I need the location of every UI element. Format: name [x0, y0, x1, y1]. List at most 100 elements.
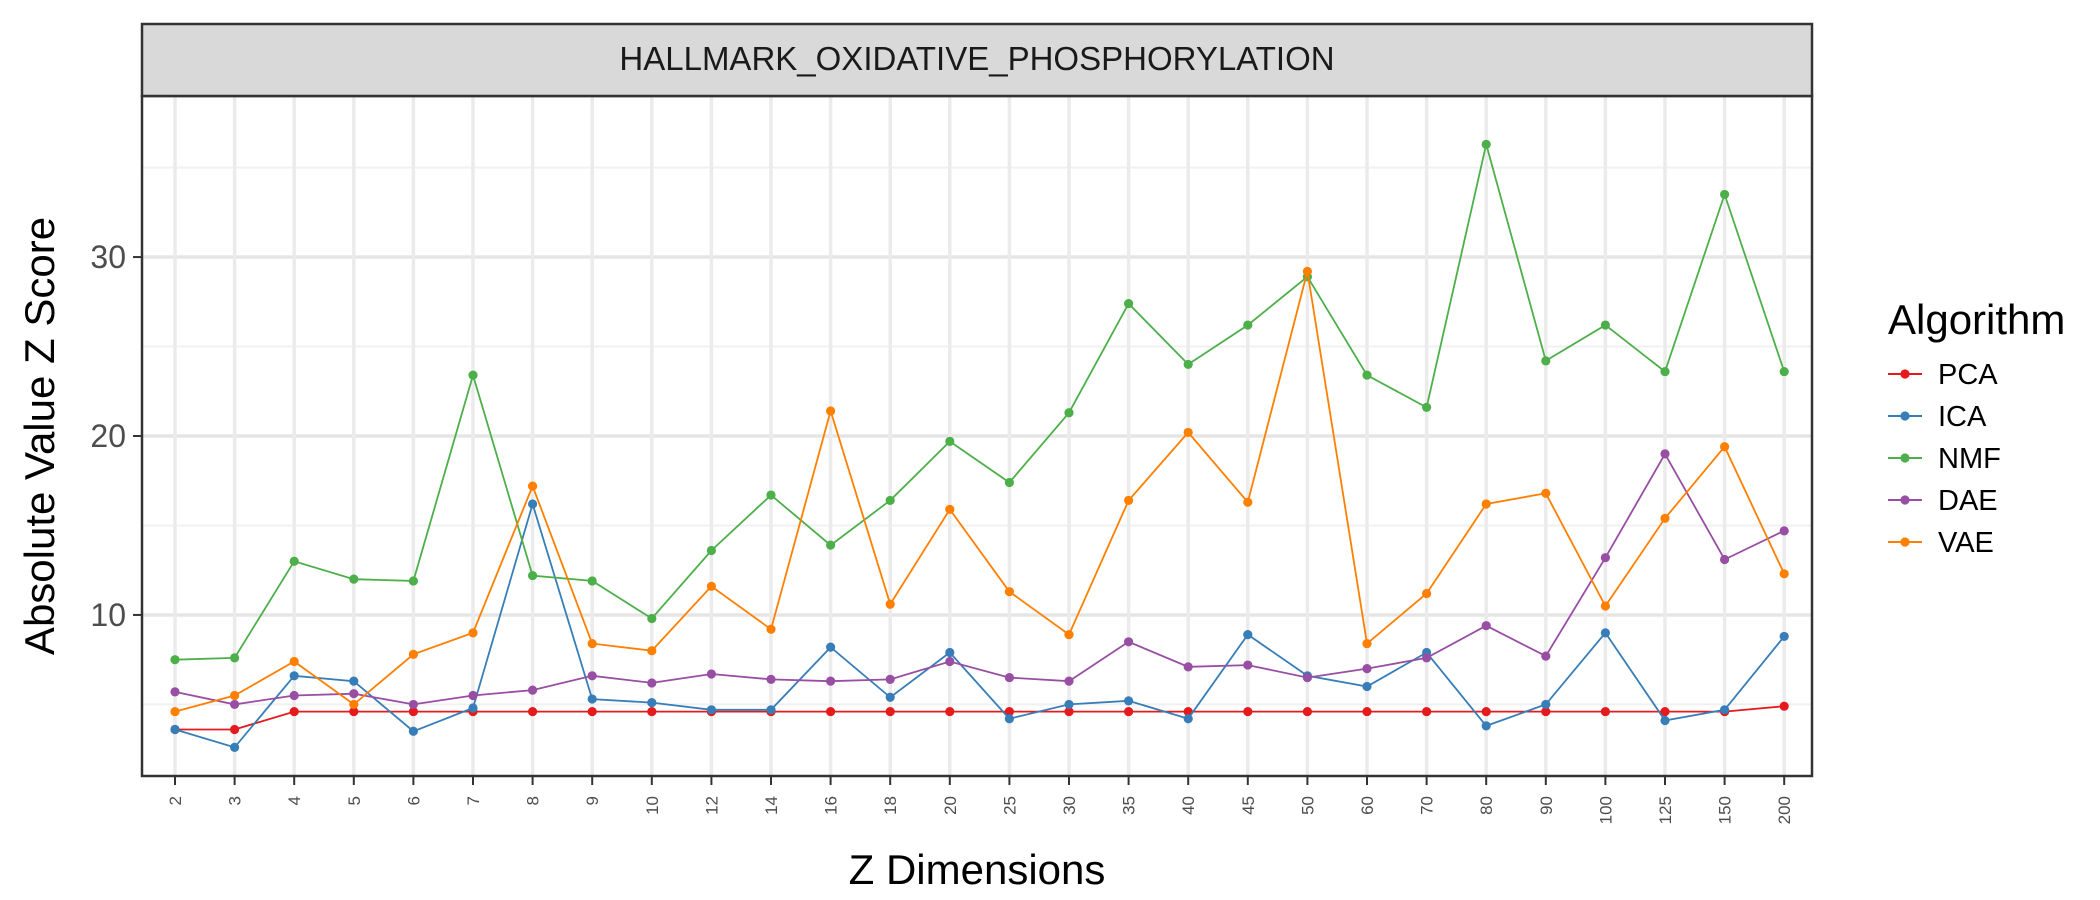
- data-point-nmf: [1124, 298, 1134, 309]
- series-line-dae: [174, 452, 1785, 706]
- data-point-dae: [170, 687, 180, 697]
- data-point-ica: [1541, 699, 1551, 710]
- data-point-dae: [1422, 653, 1432, 663]
- data-point-ica: [1600, 628, 1610, 638]
- series-line-ica: [174, 500, 1785, 749]
- data-point-nmf: [468, 370, 478, 380]
- data-point-nmf: [706, 545, 717, 556]
- data-point-vae: [706, 581, 717, 591]
- data-point-vae: [230, 690, 240, 701]
- data-point-nmf: [1481, 139, 1491, 149]
- data-point-ica: [1779, 631, 1789, 642]
- data-point-ica: [766, 705, 776, 715]
- legend-label: PCA: [1938, 359, 1998, 391]
- x-tick-label: 70: [1418, 796, 1437, 815]
- data-point-pca: [349, 706, 359, 717]
- legend-title: Algorithm: [1888, 296, 2065, 343]
- data-point-pca: [826, 706, 836, 717]
- x-tick-label: 25: [1000, 796, 1019, 815]
- data-point-pca: [408, 706, 418, 717]
- series-line-vae: [174, 271, 1786, 713]
- data-point-vae: [408, 649, 418, 659]
- data-point-nmf: [1064, 408, 1074, 418]
- grid-lines: [142, 96, 1812, 776]
- data-point-nmf: [1183, 359, 1193, 370]
- data-point-ica: [706, 705, 717, 715]
- data-point-vae: [587, 638, 597, 649]
- data-point-vae: [349, 699, 359, 710]
- data-point-dae: [1779, 526, 1789, 536]
- y-axis: 10 20 30: [90, 239, 142, 633]
- data-point-ica: [1124, 696, 1134, 706]
- x-tick-label: 40: [1179, 796, 1198, 815]
- data-point-vae: [1422, 588, 1432, 599]
- data-point-dae: [647, 678, 657, 688]
- x-tick-label: 9: [583, 796, 602, 805]
- x-tick-label: 100: [1596, 796, 1615, 824]
- legend-label: ICA: [1938, 401, 1987, 433]
- data-point-vae: [1243, 497, 1253, 507]
- facet-strip: [140, 22, 1814, 98]
- data-point-pca: [528, 706, 538, 717]
- data-point-nmf: [1422, 402, 1432, 412]
- series-line-pca: [175, 705, 1785, 731]
- data-point-pca: [1183, 706, 1193, 717]
- data-point-nmf: [230, 653, 240, 663]
- data-point-dae: [766, 674, 776, 684]
- data-point-nmf: [766, 490, 776, 500]
- data-point-vae: [945, 504, 955, 514]
- data-point-dae: [1302, 672, 1312, 683]
- data-point-vae: [1362, 638, 1372, 649]
- x-axis: 2 3 4 5 6 7 8 9 10 12 14 16 18 20 25 30 35 40 45 50 60 70 80 90…: [166, 776, 1794, 824]
- x-tick-label: 18: [881, 796, 900, 815]
- series-lines: [170, 139, 1789, 752]
- data-point-pca: [885, 706, 895, 717]
- data-point-vae: [647, 646, 657, 656]
- data-point-nmf: [1004, 477, 1015, 488]
- legend-label: NMF: [1938, 443, 2001, 475]
- data-point-ica: [1660, 715, 1670, 726]
- data-point-vae: [1124, 495, 1134, 506]
- data-point-pca: [230, 724, 240, 735]
- data-point-dae: [706, 669, 717, 679]
- data-point-vae: [1302, 266, 1312, 276]
- data-point-nmf: [1243, 320, 1253, 330]
- x-tick-label: 3: [226, 796, 245, 805]
- data-point-pca: [945, 706, 955, 717]
- x-tick-label: 5: [345, 796, 364, 805]
- data-point-vae: [1183, 427, 1193, 438]
- data-point-nmf: [408, 576, 418, 586]
- x-tick-label: 35: [1120, 796, 1139, 815]
- data-point-vae: [1481, 499, 1491, 509]
- x-tick-label: 90: [1537, 796, 1556, 815]
- legend-item-nmf: NMF: [1888, 443, 2001, 475]
- y-tick-label: 30: [90, 239, 126, 275]
- legend-label: DAE: [1938, 485, 1998, 517]
- data-point-ica: [587, 694, 597, 704]
- data-point-ica: [1064, 699, 1074, 710]
- series-dae: [170, 449, 1789, 710]
- data-point-nmf: [289, 556, 299, 566]
- x-tick-label: 12: [702, 796, 721, 815]
- data-point-nmf: [885, 495, 895, 506]
- data-point-ica: [1720, 705, 1730, 715]
- x-tick-label: 4: [285, 796, 304, 805]
- data-point-vae: [1064, 630, 1074, 640]
- data-point-ica: [1481, 721, 1491, 731]
- data-point-pca: [1541, 706, 1551, 717]
- data-point-ica: [1243, 630, 1253, 640]
- x-tick-label: 2: [166, 796, 185, 805]
- x-tick-label: 50: [1298, 796, 1317, 815]
- data-point-ica: [945, 647, 955, 658]
- data-point-dae: [945, 656, 955, 667]
- data-point-ica: [349, 676, 359, 686]
- data-point-pca: [1779, 701, 1789, 711]
- data-point-ica: [289, 671, 299, 681]
- x-tick-label: 80: [1477, 796, 1496, 815]
- x-tick-label: 8: [524, 796, 543, 805]
- x-tick-label: 10: [643, 796, 662, 815]
- data-point-pca: [1004, 706, 1015, 717]
- data-point-dae: [1243, 660, 1253, 670]
- data-point-vae: [528, 481, 538, 491]
